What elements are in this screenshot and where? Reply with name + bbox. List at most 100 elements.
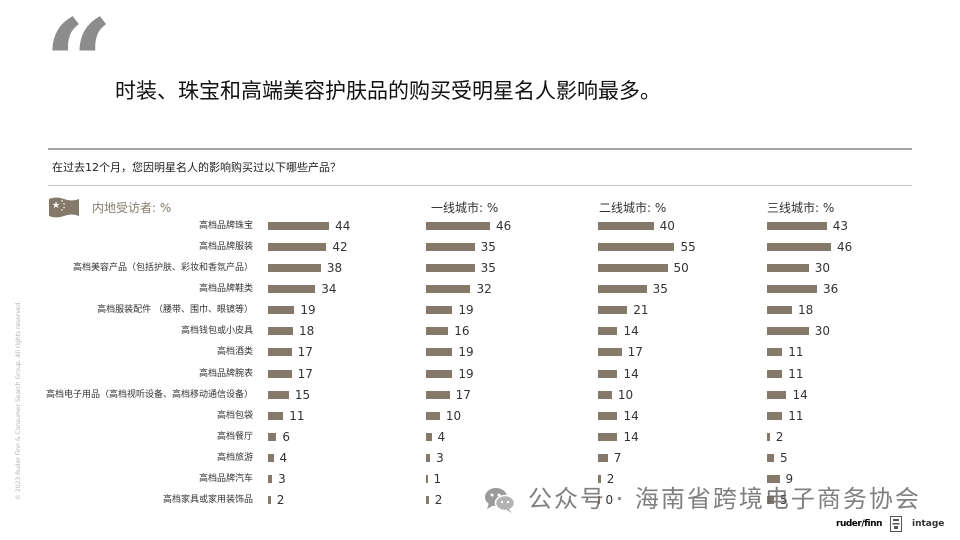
bar	[268, 327, 294, 336]
bar-value-label: 32	[476, 282, 492, 297]
bar-value-label: 38	[326, 261, 343, 276]
bar	[767, 474, 780, 483]
bar	[767, 453, 774, 462]
bar-value-label: 44	[335, 219, 351, 233]
bar-value-label: 2	[434, 493, 443, 508]
bar-value-label: 16	[454, 324, 470, 339]
panel-header-tier3: 三线城市: %	[767, 201, 835, 215]
bar	[598, 348, 622, 357]
panel-header-tier1: 一线城市: %	[431, 201, 499, 215]
bar-value-label: 17	[297, 366, 313, 381]
bar-value-label: 14	[623, 366, 639, 381]
category-label: 高档餐厅	[216, 431, 253, 442]
partner-logo-icon	[890, 516, 902, 532]
bar-value-label: 19	[300, 303, 316, 318]
bar	[598, 390, 612, 399]
bar	[767, 411, 783, 420]
bar-value-label: 2	[276, 493, 285, 508]
bar	[426, 264, 475, 273]
bar	[598, 453, 608, 462]
bar-value-label: 11	[788, 345, 804, 360]
bar-value-label: 4	[437, 429, 446, 444]
bar-value-label: 46	[495, 219, 512, 233]
copyright-note: © 2023 Ruder Finn & Consumer Search Grou…	[15, 300, 22, 500]
question-divider	[48, 185, 912, 186]
bar-value-label: 11	[289, 408, 305, 423]
bar-value-label: 2	[775, 429, 784, 444]
bar-value-label: 11	[788, 366, 804, 381]
bar-value-label: 9	[785, 471, 794, 486]
bar	[426, 390, 450, 399]
bar-value-label: 3	[436, 450, 444, 465]
intage-logo: intage	[912, 519, 945, 529]
bar	[268, 348, 292, 357]
bar	[268, 432, 277, 441]
bar-value-label: 5	[779, 493, 788, 508]
category-label: 高档美容产品（包括护肤、彩妆和香氛产品）	[72, 263, 253, 274]
bar-value-label: 18	[299, 324, 315, 339]
bar	[426, 432, 432, 441]
survey-question: 在过去12个月，您因明星名人的影响购买过以下哪些产品？	[52, 161, 341, 174]
bar	[426, 474, 428, 483]
bar	[598, 327, 618, 336]
bar	[598, 432, 618, 441]
bar-value-label: 35	[480, 240, 496, 255]
panel-header-mainland: 内地受访者: %	[92, 201, 172, 215]
bar-value-label: 19	[458, 366, 474, 381]
bar-value-label: 21	[633, 303, 649, 318]
bar	[426, 285, 471, 294]
bar-value-label: 30	[814, 261, 830, 276]
bar-value-label: 0	[605, 493, 614, 508]
bar	[268, 453, 274, 462]
category-label: 高档品牌汽车	[198, 473, 253, 484]
bar-value-label: 34	[321, 282, 337, 297]
bar	[268, 306, 295, 315]
bar-value-label: 2	[606, 471, 615, 486]
bar-value-label: 14	[792, 387, 808, 402]
bar	[268, 474, 273, 483]
category-label: 高档电子用品（高档视听设备、高档移动通信设备）	[45, 389, 253, 400]
bar-value-label: 11	[788, 408, 804, 423]
bar	[767, 496, 774, 505]
bar	[598, 411, 618, 420]
bar-value-label: 17	[297, 345, 313, 360]
bar	[598, 369, 618, 378]
bar-value-label: 35	[652, 282, 668, 297]
bar	[426, 243, 475, 252]
bar-value-label: 36	[823, 282, 839, 297]
bar	[268, 264, 321, 273]
bar	[268, 390, 289, 399]
bar-value-label: 4	[279, 450, 288, 465]
bar-value-label: 17	[627, 345, 643, 360]
bar-value-label: 55	[680, 240, 696, 255]
category-label: 高档酒类	[216, 347, 253, 358]
bar	[268, 285, 316, 294]
bar	[598, 496, 600, 505]
bar	[268, 243, 327, 252]
bar-value-label: 14	[623, 408, 639, 423]
bar-value-label: 35	[480, 261, 496, 276]
panel-header-tier2: 二线城市: %	[599, 201, 667, 215]
bar	[426, 453, 431, 462]
bar	[598, 243, 675, 252]
bar	[426, 306, 453, 315]
bar-value-label: 40	[659, 219, 675, 233]
wechat-icon	[485, 488, 516, 513]
bar-value-label: 15	[294, 387, 311, 402]
category-label: 高档品牌鞋类	[198, 284, 253, 295]
bar	[767, 432, 770, 441]
watermark-text: 公众号 · 海南省跨境电子商务协会	[528, 485, 921, 513]
bar	[268, 411, 284, 420]
bar	[767, 264, 809, 273]
bar	[598, 474, 601, 483]
bar-value-label: 5	[779, 450, 788, 465]
quote-mark: “	[44, 0, 114, 134]
bar	[598, 306, 628, 315]
bar	[598, 222, 654, 230]
bar	[598, 264, 668, 273]
bar	[426, 348, 453, 357]
bar-value-label: 6	[282, 429, 290, 444]
bar	[426, 222, 490, 230]
bar	[426, 369, 453, 378]
